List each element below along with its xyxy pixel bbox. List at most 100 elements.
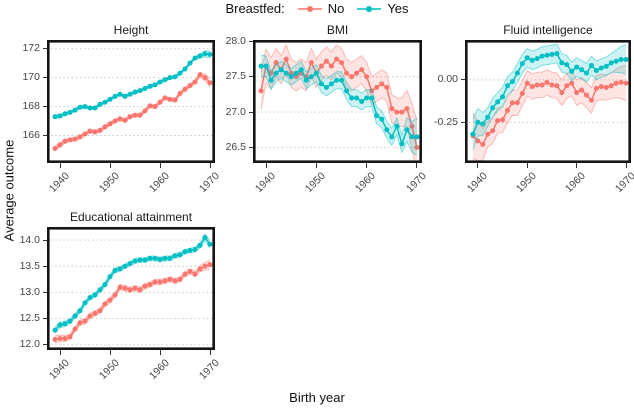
series-point — [122, 285, 128, 291]
y-tick-label: 13.5 — [19, 259, 40, 272]
series-point — [559, 60, 565, 66]
x-tick-label: 1940 — [46, 357, 72, 383]
x-axis-label: Birth year — [289, 390, 345, 405]
series-point — [112, 118, 118, 124]
series-point — [384, 127, 390, 133]
series-point — [187, 60, 193, 66]
series-point — [177, 276, 183, 282]
series-point — [409, 123, 415, 129]
series-point — [117, 91, 123, 97]
series-point — [574, 90, 580, 96]
series-point — [112, 93, 118, 99]
series-point — [613, 58, 619, 64]
series-point — [470, 131, 476, 137]
series-point — [263, 63, 269, 69]
series-point — [117, 116, 123, 122]
series-point — [480, 121, 486, 127]
series-point — [504, 107, 510, 113]
series-point — [112, 292, 118, 298]
x-tick-label: 1960 — [563, 170, 589, 196]
series-point — [197, 242, 203, 248]
x-tick-mark — [366, 163, 368, 168]
panel-educational-attainment — [47, 227, 215, 350]
series-point — [339, 60, 345, 66]
y-tick-mark — [248, 40, 253, 42]
series-point — [77, 134, 83, 140]
series-point — [147, 103, 153, 109]
series-point — [288, 74, 294, 80]
y-tick-mark — [460, 79, 465, 81]
y-tick-mark — [42, 318, 47, 320]
series-point — [414, 144, 420, 150]
series-point — [554, 83, 560, 89]
series-point — [394, 109, 400, 115]
legend-item-no: No — [297, 1, 345, 16]
y-tick-mark — [248, 111, 253, 113]
series-point — [157, 79, 163, 85]
series-point — [273, 70, 279, 76]
series-point — [328, 81, 334, 87]
series-point — [603, 85, 609, 91]
series-point — [490, 128, 496, 134]
series-point — [137, 112, 143, 118]
series-point — [62, 111, 68, 117]
series-point — [207, 262, 213, 268]
series-point — [67, 334, 73, 340]
series-point — [172, 278, 178, 284]
series-point — [77, 308, 83, 314]
series-point — [564, 62, 570, 68]
series-point — [187, 248, 193, 254]
x-tick-label: 1970 — [196, 357, 222, 383]
series-point — [593, 68, 599, 74]
panel-border — [47, 40, 215, 163]
series-point — [162, 77, 168, 83]
x-tick-label: 1970 — [403, 170, 429, 196]
series-point — [369, 95, 375, 101]
series-point — [354, 70, 360, 76]
series-point — [152, 255, 158, 261]
x-tick-label: 1950 — [513, 170, 539, 196]
series-point — [593, 85, 599, 91]
x-tick-label: 1960 — [146, 170, 172, 196]
y-tick-label: 14.0 — [19, 233, 40, 246]
series-point — [147, 282, 153, 288]
series-point — [323, 84, 329, 90]
x-tick-mark — [265, 163, 267, 168]
series-point — [273, 60, 279, 66]
legend-item-yes-label: Yes — [387, 1, 409, 16]
y-tick-mark — [42, 106, 47, 108]
legend-title: Breastfed: — [225, 1, 285, 16]
series-point — [283, 70, 289, 76]
series-point — [485, 114, 491, 120]
series-point — [529, 84, 535, 90]
series-point — [62, 138, 68, 144]
legend-item-yes: Yes — [356, 1, 409, 16]
series-point — [394, 123, 400, 129]
series-point — [117, 284, 123, 290]
series-point — [399, 109, 405, 115]
series-point — [107, 274, 113, 280]
series-point — [192, 55, 198, 61]
series-point — [97, 127, 103, 133]
series-point — [524, 80, 530, 86]
series-point — [92, 129, 98, 135]
series-point — [177, 91, 183, 97]
x-tick-mark — [576, 163, 578, 168]
panel-height — [47, 40, 215, 163]
series-point — [72, 136, 78, 142]
series-point — [308, 60, 314, 66]
series-point — [182, 249, 188, 255]
series-point — [147, 255, 153, 261]
x-tick-mark — [109, 350, 111, 355]
facet-title-educational-attainment: Educational attainment — [69, 210, 193, 224]
y-tick-mark — [248, 146, 253, 148]
series-point — [495, 118, 501, 124]
series-point — [207, 80, 213, 86]
series-point — [379, 116, 385, 122]
series-point — [77, 320, 83, 326]
x-tick-mark — [59, 163, 61, 168]
legend-item-no-label: No — [327, 1, 345, 16]
series-point — [102, 124, 108, 130]
series-point — [57, 322, 63, 328]
series-point — [127, 261, 133, 267]
